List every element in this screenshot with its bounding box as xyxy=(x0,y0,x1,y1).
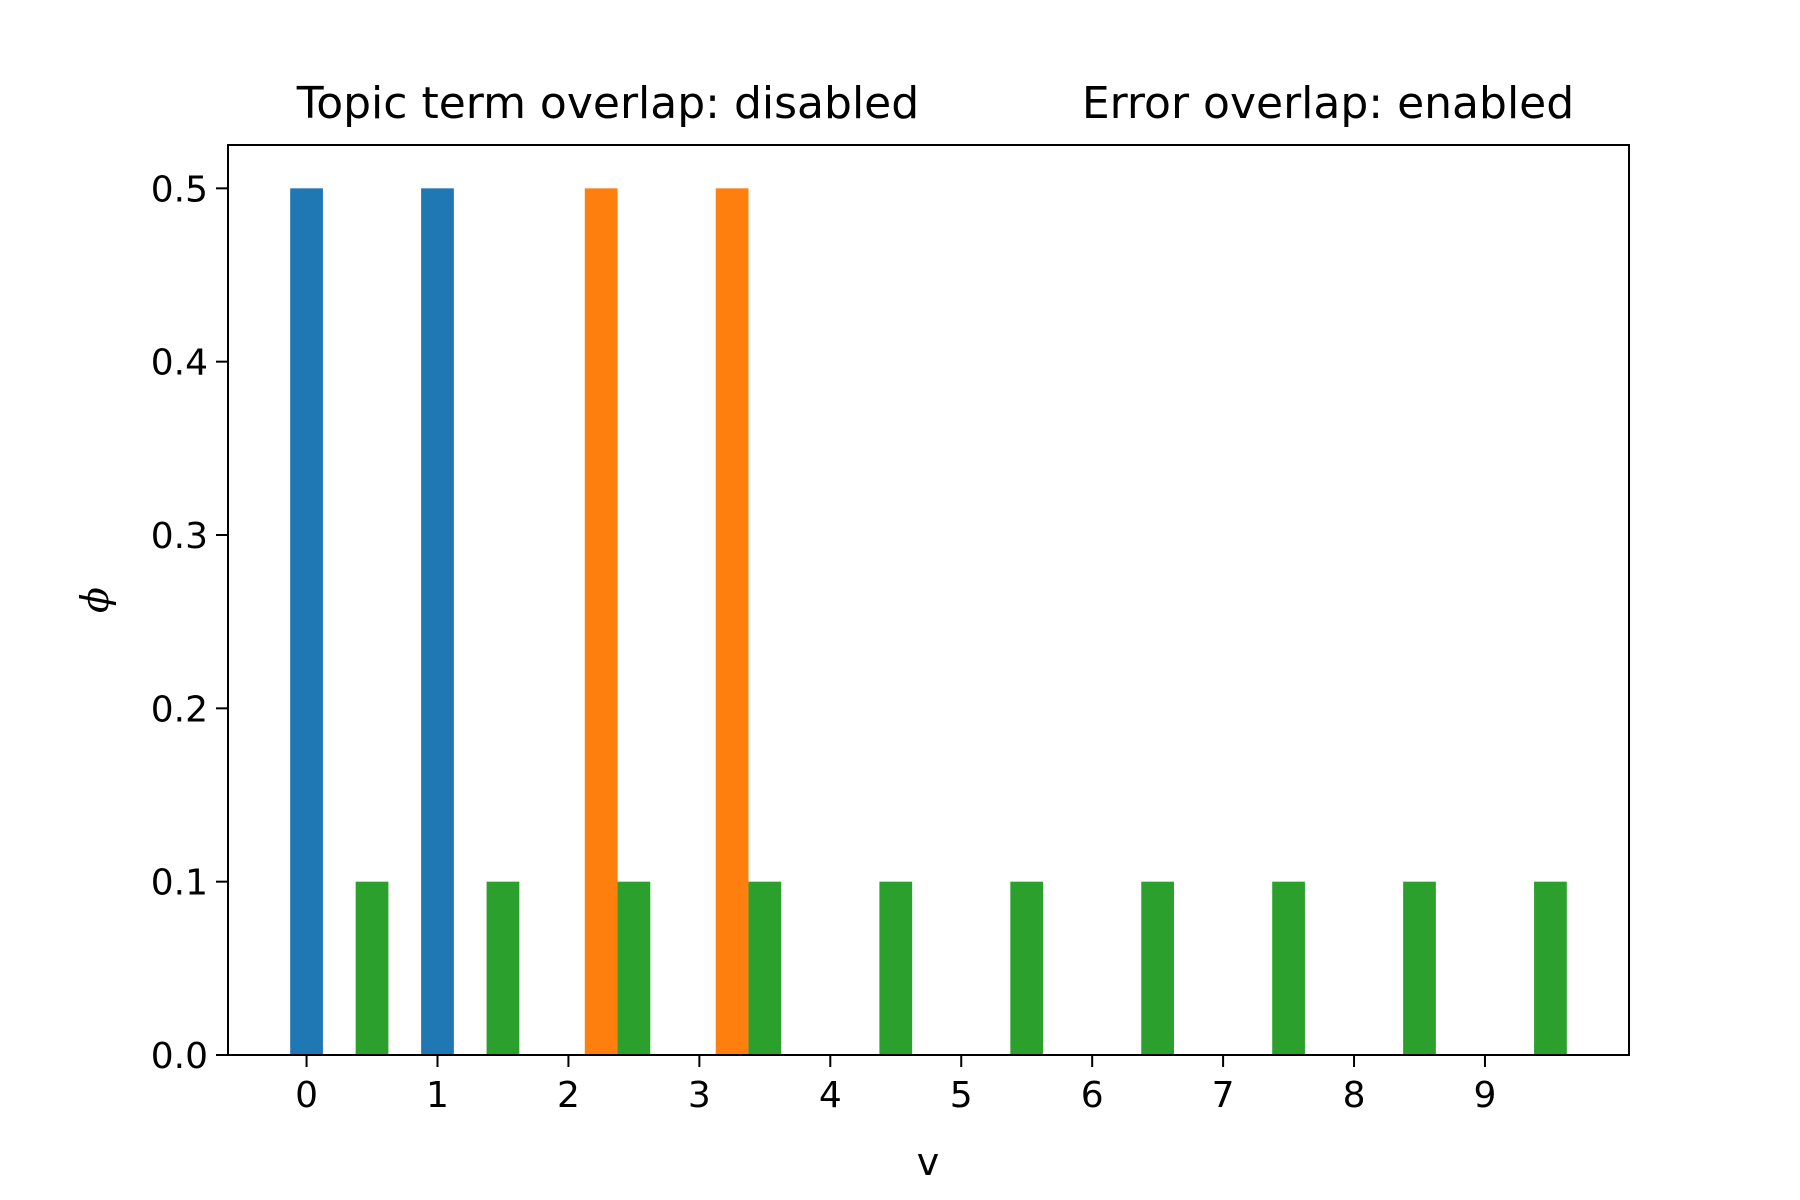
x-tick-label-8: 8 xyxy=(1343,1075,1366,1116)
x-axis-label: v xyxy=(917,1140,940,1184)
x-tick-label-9: 9 xyxy=(1474,1075,1497,1116)
bar-series2-9 xyxy=(1534,881,1567,1055)
x-tick-label-2: 2 xyxy=(557,1075,580,1116)
x-tick-label-3: 3 xyxy=(688,1075,711,1116)
y-tick-label-0: 0.0 xyxy=(151,1036,208,1077)
bar-series0-1 xyxy=(421,188,454,1056)
bar-series2-7 xyxy=(1272,881,1305,1055)
chart-title-left: Topic term overlap: disabled xyxy=(296,78,919,129)
y-tick-label-1: 0.1 xyxy=(151,863,208,904)
x-tick-label-4: 4 xyxy=(819,1075,842,1116)
bars-group xyxy=(290,188,1567,1056)
chart-title-right: Error overlap: enabled xyxy=(1082,78,1574,129)
plot-frame xyxy=(227,144,1630,1056)
bar-series1-1 xyxy=(715,188,749,1056)
bar-series2-2 xyxy=(617,881,651,1055)
x-tick-label-5: 5 xyxy=(950,1075,973,1116)
bar-series2-5 xyxy=(1010,881,1044,1055)
x-tick-label-0: 0 xyxy=(295,1075,318,1116)
y-axis-label: ϕ xyxy=(73,587,117,613)
y-tick-label-3: 0.3 xyxy=(151,516,208,557)
bar-series1-0 xyxy=(584,188,618,1056)
x-tick-label-6: 6 xyxy=(1081,1075,1104,1116)
bar-series2-1 xyxy=(486,881,520,1055)
x-axis-ticks: 0 1 2 3 4 5 6 7 8 9 xyxy=(295,1055,1496,1116)
bar-series2-0 xyxy=(355,881,389,1055)
bar-series2-8 xyxy=(1403,881,1436,1055)
bar-series2-3 xyxy=(748,881,782,1055)
y-tick-label-2: 0.2 xyxy=(151,689,208,730)
bar-series2-6 xyxy=(1141,881,1175,1055)
bar-series2-4 xyxy=(879,881,913,1055)
y-tick-label-5: 0.5 xyxy=(151,169,208,210)
bar-series0-0 xyxy=(290,188,323,1056)
x-tick-label-1: 1 xyxy=(426,1075,449,1116)
y-tick-label-4: 0.4 xyxy=(151,343,208,384)
y-axis-ticks: 0.0 0.1 0.2 0.3 0.4 0.5 xyxy=(151,169,228,1077)
x-tick-label-7: 7 xyxy=(1212,1075,1235,1116)
